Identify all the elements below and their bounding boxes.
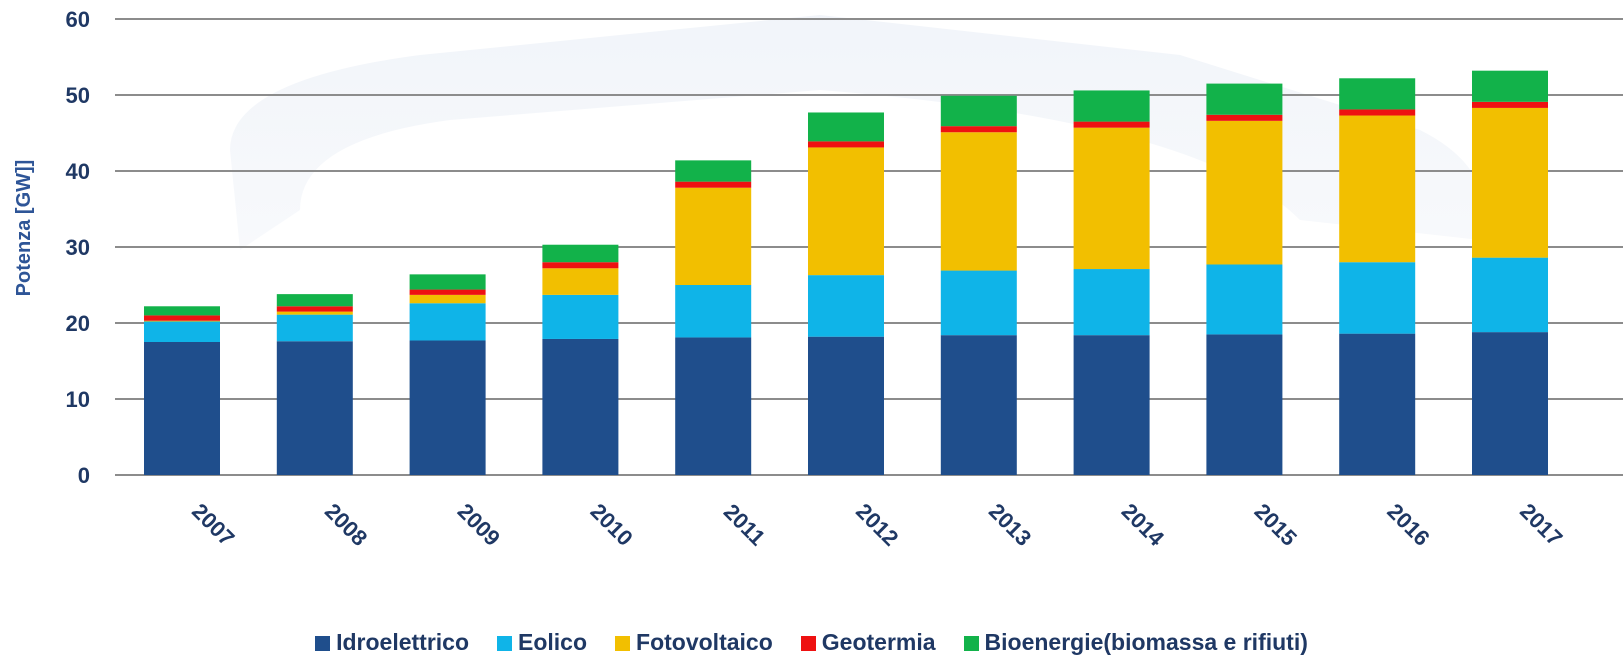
bar-segment-2007-4 — [144, 306, 220, 316]
legend-swatch — [963, 636, 979, 652]
bar-segment-2014-1 — [1073, 269, 1150, 336]
bar-segment-2009-0 — [409, 340, 486, 475]
bar-segment-2009-2 — [409, 294, 486, 304]
legend-swatch — [615, 636, 631, 652]
bar-segment-2008-1 — [276, 314, 353, 342]
bar-segment-2017-4 — [1472, 70, 1548, 102]
legend-label: Idroelettrico — [336, 629, 470, 656]
bar-segment-2008-3 — [276, 306, 353, 312]
legend: Idroelettrico Eolico Fotovoltaico Geotermia… — [0, 628, 1623, 656]
y-axis-title: Potenza [GW]] — [13, 160, 35, 297]
bar-segment-2013-2 — [940, 132, 1017, 271]
bar-segment-2014-0 — [1073, 335, 1150, 475]
watermark-logo — [230, 15, 1484, 250]
legend-item: Eolico — [497, 629, 587, 656]
bar-segment-2016-2 — [1339, 115, 1416, 263]
x-tick-label-2013: 2013 — [984, 499, 1036, 551]
bar-segment-2010-1 — [542, 294, 619, 339]
legend-swatch — [800, 636, 816, 652]
bar-segment-2011-3 — [675, 181, 752, 188]
x-tick-label-2017: 2017 — [1515, 499, 1567, 551]
legend-swatch — [497, 636, 513, 652]
bar-segment-2017-1 — [1472, 257, 1548, 333]
bar-segment-2015-4 — [1206, 83, 1283, 115]
legend-swatch — [315, 636, 331, 652]
x-tick-label-2015: 2015 — [1250, 499, 1302, 551]
bar-segment-2014-3 — [1073, 121, 1150, 128]
bar-segment-2014-2 — [1073, 127, 1150, 270]
bar-segment-2012-3 — [808, 141, 884, 148]
bar-segment-2016-3 — [1339, 109, 1416, 116]
bar-segment-2016-4 — [1339, 78, 1416, 110]
legend-item: Idroelettrico — [315, 629, 469, 656]
x-tick-label-2014: 2014 — [1117, 499, 1170, 552]
x-tick-label-2009: 2009 — [453, 499, 505, 551]
bar-segment-2015-3 — [1206, 114, 1283, 121]
y-axis-ticks: 0 10 20 30 40 50 60 — [66, 7, 90, 488]
bar-segment-2010-0 — [542, 338, 619, 475]
bar-segment-2017-2 — [1472, 107, 1548, 258]
bar-segment-2008-0 — [276, 341, 353, 475]
bar-segment-2017-0 — [1472, 332, 1548, 475]
bar-segment-2016-1 — [1339, 262, 1416, 334]
x-tick-label-2011: 2011 — [719, 499, 770, 550]
y-tick-label: 40 — [66, 159, 90, 184]
bar-segment-2013-1 — [940, 270, 1017, 336]
bar-segment-2007-2 — [144, 320, 220, 322]
bars — [144, 70, 1548, 475]
bar-segment-2011-4 — [675, 160, 752, 182]
x-tick-label-2016: 2016 — [1382, 499, 1434, 551]
x-tick-label-2008: 2008 — [320, 499, 372, 551]
bar-segment-2011-1 — [675, 285, 752, 338]
bar-segment-2013-4 — [940, 95, 1017, 127]
y-tick-label: 60 — [66, 7, 90, 32]
legend-item: Geotermia — [800, 629, 936, 656]
legend-label: Fotovoltaico — [636, 629, 773, 656]
bar-segment-2007-3 — [144, 315, 220, 321]
x-tick-label-2007: 2007 — [187, 499, 239, 551]
bar-segment-2012-4 — [808, 112, 884, 142]
bar-segment-2008-2 — [276, 311, 353, 315]
bar-segment-2013-0 — [940, 335, 1017, 475]
bar-segment-2009-1 — [409, 303, 486, 341]
bar-segment-2012-1 — [808, 275, 884, 337]
y-tick-label: 30 — [66, 235, 90, 260]
legend-label: Geotermia — [821, 629, 936, 656]
bar-segment-2008-4 — [276, 294, 353, 307]
legend-label: Bioenergie(biomassa e rifiuti) — [984, 629, 1308, 656]
legend-item: Fotovoltaico — [615, 629, 773, 656]
legend-label: Eolico — [518, 629, 588, 656]
bar-segment-2015-0 — [1206, 334, 1283, 475]
y-tick-label: 0 — [78, 463, 90, 488]
bar-segment-2010-4 — [542, 244, 619, 263]
bar-segment-2015-2 — [1206, 120, 1283, 265]
y-tick-label: 50 — [66, 83, 90, 108]
y-tick-label: 10 — [66, 387, 90, 412]
bar-segment-2009-4 — [409, 274, 486, 290]
bar-segment-2007-1 — [144, 321, 220, 342]
bar-segment-2011-0 — [675, 337, 752, 475]
x-axis-ticks: 2007 2008 2009 2010 2011 2012 2013 2014 2015 2016… — [187, 499, 1567, 552]
bar-segment-2013-3 — [940, 126, 1017, 133]
x-tick-label-2012: 2012 — [851, 499, 903, 551]
bar-segment-2014-4 — [1073, 90, 1150, 122]
legend-item: Bioenergie(biomassa e rifiuti) — [963, 629, 1308, 656]
bar-segment-2011-2 — [675, 187, 752, 285]
bar-segment-2009-3 — [409, 289, 486, 295]
bar-segment-2007-0 — [144, 342, 220, 475]
bar-segment-2012-0 — [808, 336, 884, 475]
bar-segment-2015-1 — [1206, 264, 1283, 335]
y-tick-label: 20 — [66, 311, 90, 336]
bar-segment-2012-2 — [808, 147, 884, 276]
bar-segment-2010-3 — [542, 262, 619, 269]
bar-segment-2016-0 — [1339, 333, 1416, 475]
bar-segment-2010-2 — [542, 268, 619, 295]
bar-segment-2017-3 — [1472, 101, 1548, 108]
x-tick-label-2010: 2010 — [586, 499, 638, 551]
